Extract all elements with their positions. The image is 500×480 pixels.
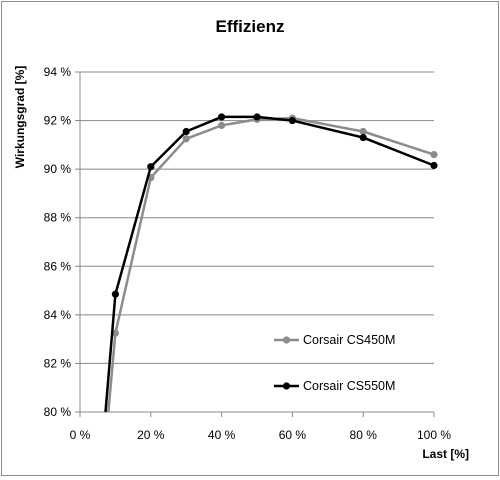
data-point <box>147 163 155 171</box>
series-line-0 <box>107 116 435 413</box>
data-point <box>182 127 190 136</box>
data-point <box>182 135 190 143</box>
legend-marker <box>282 336 291 344</box>
data-point <box>253 113 261 121</box>
axes <box>75 71 435 417</box>
data-point <box>218 113 226 121</box>
data-point <box>430 161 438 170</box>
series-layer <box>104 113 438 413</box>
x-tick-label: 100 % <box>417 428 451 442</box>
data-point <box>359 133 367 142</box>
data-point <box>111 329 119 337</box>
y-tick-label: 80 % <box>44 405 72 419</box>
legend-label: Corsair CS450M <box>303 333 395 347</box>
x-tick-label: 80 % <box>350 428 378 442</box>
x-tick-label: 60 % <box>279 428 307 442</box>
y-tick-label: 88 % <box>44 211 72 225</box>
legend: Corsair CS450M Corsair CS550M <box>274 333 395 393</box>
x-axis-label: Last [%] <box>422 447 469 461</box>
chart-title: Effizienz <box>216 17 285 36</box>
y-tick-label: 90 % <box>44 162 72 176</box>
data-point <box>430 150 438 159</box>
legend-marker <box>282 382 291 390</box>
legend-label: Corsair CS550M <box>303 379 395 393</box>
y-tick-label: 94 % <box>44 65 72 79</box>
y-tick-label: 92 % <box>44 114 72 128</box>
data-point <box>218 121 226 130</box>
y-axis-label: Wirkungsgrad [%] <box>13 66 27 169</box>
data-point <box>111 290 119 298</box>
efficiency-chart: Effizienz Wirkungsgrad [%] Last [%] 80 %… <box>13 17 469 461</box>
data-point <box>359 127 367 136</box>
x-tick-label: 40 % <box>208 428 236 442</box>
data-point <box>288 116 296 125</box>
y-tick-label: 86 % <box>44 259 72 273</box>
y-tick-label: 84 % <box>44 308 72 322</box>
y-tick-label: 82 % <box>44 356 72 370</box>
x-tick-label: 0 % <box>70 428 91 442</box>
series-line-1 <box>104 115 435 413</box>
x-tick-label: 20 % <box>137 428 165 442</box>
tick-labels: 80 % 82 % 84 % 86 % 88 % 90 % 92 % 94 % 0 % 20 % 4… <box>44 65 452 442</box>
